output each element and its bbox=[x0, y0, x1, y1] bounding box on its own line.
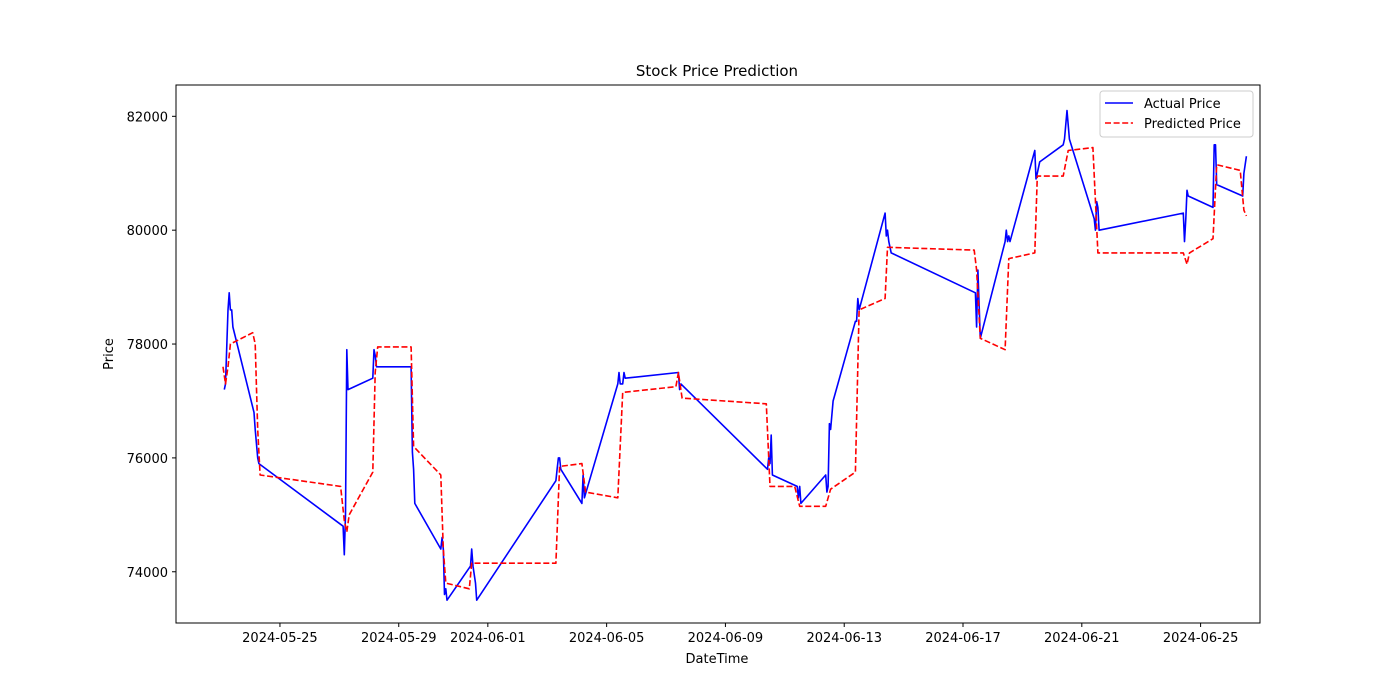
x-axis-label: DateTime bbox=[686, 652, 749, 667]
y-tick-label: 76000 bbox=[127, 452, 168, 467]
legend: Actual Price Predicted Price bbox=[1099, 90, 1254, 138]
x-tick-label: 2024-06-25 bbox=[1163, 631, 1239, 646]
x-tick-label: 2024-06-01 bbox=[450, 631, 526, 646]
y-tick-label: 80000 bbox=[127, 224, 168, 239]
legend-box bbox=[1099, 90, 1254, 138]
y-tick-label: 82000 bbox=[127, 110, 168, 125]
series-line-predicted bbox=[222, 146, 1248, 590]
series-line-actual bbox=[223, 109, 1248, 602]
legend-label-actual: Actual Price bbox=[1144, 97, 1221, 112]
legend-label-predicted: Predicted Price bbox=[1144, 117, 1241, 132]
chart-title: Stock Price Prediction bbox=[636, 62, 798, 80]
plot-frame bbox=[175, 84, 1261, 624]
x-tick-label: 2024-05-29 bbox=[361, 631, 437, 646]
x-tick-label: 2024-06-21 bbox=[1044, 631, 1120, 646]
y-axis-label: Price bbox=[102, 338, 117, 370]
x-tick-label: 2024-06-17 bbox=[925, 631, 1001, 646]
x-tick-label: 2024-06-09 bbox=[688, 631, 764, 646]
y-tick-label: 78000 bbox=[127, 338, 168, 353]
x-tick-label: 2024-05-25 bbox=[242, 631, 318, 646]
y-tick-label: 74000 bbox=[127, 566, 168, 581]
x-tick-label: 2024-06-05 bbox=[569, 631, 645, 646]
x-tick-label: 2024-06-13 bbox=[806, 631, 882, 646]
